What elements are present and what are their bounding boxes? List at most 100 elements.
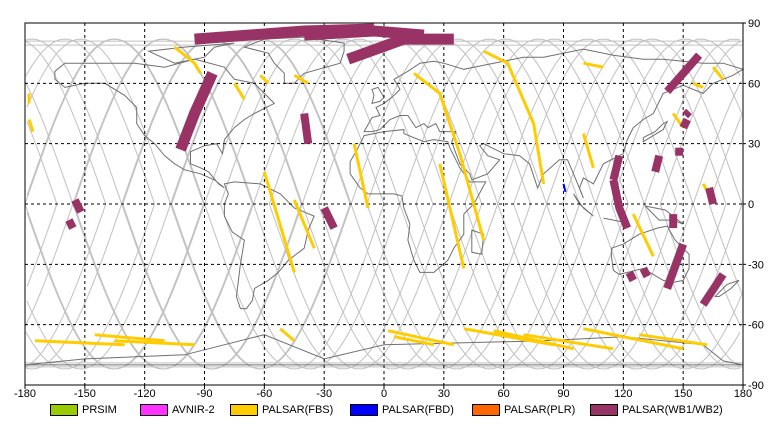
longitude-tick-label: -150	[74, 388, 96, 400]
wb-swath	[664, 52, 703, 95]
legend-swatch	[140, 404, 168, 416]
fbs-swath	[393, 335, 435, 347]
orbit-track-line	[25, 38, 742, 370]
latitude-tick-label: 30	[748, 139, 760, 151]
fbs-swath	[292, 199, 316, 249]
longitude-tick-label: -120	[134, 388, 156, 400]
legend-item-palsar-plr: PALSAR(PLR)	[472, 404, 590, 416]
fbs-swath	[94, 333, 165, 343]
legend-item-avnir2: AVNIR-2	[140, 404, 230, 416]
wb-swath	[320, 206, 338, 230]
fbs-swath	[583, 61, 604, 69]
orbit-track-line	[366, 38, 727, 370]
latitude-tick-label: -30	[748, 259, 764, 271]
latitude-tick-label: -90	[748, 380, 764, 392]
fbs-swath	[711, 66, 725, 81]
fbs-swath	[523, 333, 614, 351]
fbd-swath	[562, 183, 567, 193]
coastline-outline	[643, 205, 684, 225]
legend-swatch	[590, 404, 618, 416]
coastline-outline	[471, 229, 485, 255]
wb-swath	[609, 154, 624, 181]
longitude-tick-labels: -180 -150 -120 -90 -60 -30 0 30 60 90 120 150 180	[14, 385, 752, 400]
fbs-swath	[114, 339, 195, 347]
legend-label: PALSAR(WB1/WB2)	[622, 404, 723, 416]
orbit-track-line	[24, 38, 741, 370]
observation-swaths	[27, 23, 727, 351]
fbs-swath	[463, 327, 554, 347]
coastline-outline	[610, 225, 690, 283]
fbs-swath	[639, 333, 708, 347]
fbs-swath	[581, 133, 595, 169]
legend-swatch	[50, 404, 78, 416]
coastline-outline	[713, 279, 740, 297]
legend-label: PALSAR(PLR)	[504, 404, 576, 416]
fbs-swath	[438, 163, 466, 269]
legend-label: PRSIM	[82, 404, 117, 416]
coastline-outline	[371, 86, 385, 105]
fbs-swath	[279, 327, 296, 342]
longitude-tick-label: 0	[381, 388, 387, 400]
coastline-outline	[146, 42, 235, 64]
fbs-swath	[262, 171, 296, 273]
legend-label: PALSAR(FBD)	[382, 404, 454, 416]
orbit-track-line	[26, 38, 743, 370]
legend-item-palsar-wb: PALSAR(WB1/WB2)	[590, 404, 740, 416]
legend-label: PALSAR(FBS)	[262, 404, 334, 416]
latitude-tick-label: 0	[748, 199, 754, 211]
wb-swath	[679, 117, 691, 130]
longitude-tick-label: -90	[197, 388, 213, 400]
latitude-tick-labels: 90 60 30 0 -30 -60 -90	[743, 18, 764, 392]
coastline-outline	[223, 181, 315, 310]
fbs-swath	[387, 329, 455, 347]
latitude-tick-label: 60	[748, 78, 760, 90]
fbs-swath	[293, 73, 309, 85]
wb-swath	[699, 272, 727, 307]
wb-swath	[175, 71, 218, 152]
fbs-swath	[34, 339, 125, 347]
coastline-outline	[349, 129, 487, 273]
wb-swath	[71, 198, 85, 214]
longitude-tick-label: 30	[438, 388, 450, 400]
longitude-tick-label: 150	[674, 388, 692, 400]
legend-item-prsim: PRSIM	[50, 404, 140, 416]
wb-swath	[651, 154, 664, 173]
fbs-swath	[27, 119, 35, 133]
coastline-outline	[242, 36, 345, 84]
wb-swath	[682, 108, 692, 119]
latitude-tick-label: -60	[748, 320, 764, 332]
coastline-outline	[573, 193, 594, 217]
coastline-outline	[603, 217, 624, 223]
fbs-swath	[692, 81, 704, 89]
longitude-tick-label: 90	[557, 388, 569, 400]
legend-swatch	[350, 404, 378, 416]
legend-item-palsar-fbd: PALSAR(FBD)	[350, 404, 472, 416]
fbs-swath	[259, 74, 270, 85]
fbs-swath	[173, 45, 202, 75]
legend-label: AVNIR-2	[172, 404, 215, 416]
wb-swath	[609, 179, 632, 230]
longitude-tick-label: -180	[14, 388, 36, 400]
fbs-swath	[483, 49, 546, 185]
wb-swath	[65, 218, 77, 230]
coastline-outline	[642, 120, 669, 143]
wb-swath	[663, 242, 687, 290]
latitude-tick-label: 90	[748, 18, 760, 30]
coastline-outline	[54, 58, 276, 189]
longitude-tick-label: 120	[614, 388, 632, 400]
longitude-tick-label: 60	[498, 388, 510, 400]
legend: PRSIM AVNIR-2 PALSAR(FBS) PALSAR(FBD) PA…	[50, 402, 740, 418]
grid-lines	[25, 23, 743, 385]
orbit-track-line	[24, 38, 741, 370]
orbit-track-line	[26, 38, 743, 370]
fbs-swath	[233, 82, 246, 101]
legend-swatch	[472, 404, 500, 416]
wb-swath	[625, 270, 637, 283]
legend-swatch	[230, 404, 258, 416]
wb-swath	[705, 186, 717, 205]
fbs-swath	[352, 143, 370, 209]
legend-item-palsar-fbs: PALSAR(FBS)	[230, 404, 350, 416]
wb-swath	[300, 112, 313, 145]
longitude-tick-label: 180	[734, 388, 752, 400]
